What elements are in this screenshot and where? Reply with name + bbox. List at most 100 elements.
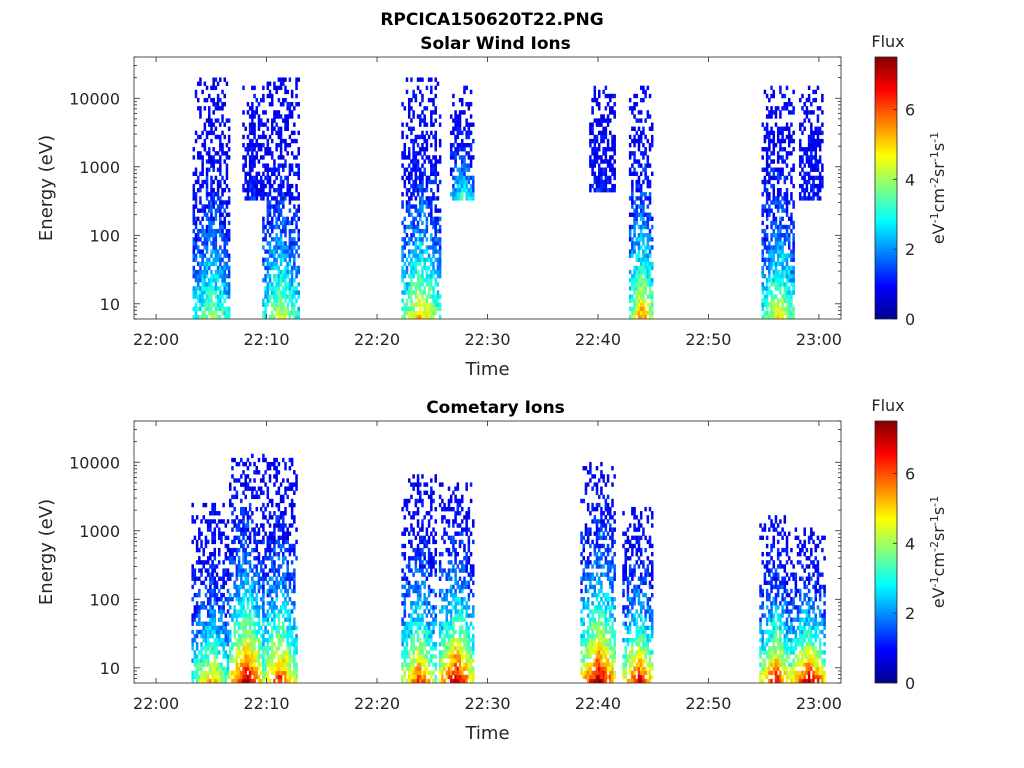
spectrogram-cell <box>286 642 289 647</box>
spectrogram-cell <box>279 564 283 569</box>
spectrogram-cell <box>631 286 634 291</box>
spectrogram-cell <box>273 273 276 279</box>
spectrogram-cell <box>279 192 283 197</box>
spectrogram-cell <box>637 269 641 275</box>
spectrogram-cell <box>765 171 769 177</box>
spectrogram-cell <box>194 273 198 279</box>
spectrogram-cell <box>635 310 639 316</box>
spectrogram-cell <box>216 298 220 303</box>
spectrogram-cell <box>631 179 634 185</box>
spectrogram-cell <box>262 674 265 680</box>
spectrogram-cell <box>600 175 603 181</box>
spectrogram-cell <box>235 621 239 626</box>
spectrogram-cell <box>432 241 435 246</box>
spectrogram-cell <box>792 89 795 95</box>
spectrogram-cell <box>253 588 256 594</box>
spectrogram-cell <box>288 482 292 487</box>
spectrogram-cell <box>251 85 254 91</box>
spectrogram-cell <box>458 179 462 185</box>
spectrogram-cell <box>286 188 289 193</box>
spectrogram-cell <box>284 539 287 545</box>
spectrogram-cell <box>262 597 265 602</box>
spectrogram-cell <box>286 588 289 594</box>
spectrogram-cell <box>211 617 214 622</box>
spectrogram-cell <box>286 269 289 275</box>
spectrogram-cell <box>642 179 645 185</box>
spectrogram-cell <box>196 245 200 250</box>
spectrogram-cell <box>295 220 298 226</box>
spectrogram-cell <box>633 212 636 217</box>
spectrogram-cell <box>235 523 239 528</box>
spectrogram-cell <box>781 282 784 287</box>
spectrogram-cell <box>613 102 616 107</box>
spectrogram-cell <box>201 163 204 168</box>
spectrogram-cell <box>248 588 252 594</box>
spectrogram-cell <box>787 110 791 115</box>
spectrogram-cell <box>209 576 212 581</box>
spectrogram-cell <box>410 233 413 238</box>
spectrogram-cell <box>430 294 433 299</box>
spectrogram-cell <box>611 167 614 172</box>
spectrogram-cell <box>785 233 789 238</box>
spectrogram-cell <box>407 650 411 655</box>
spectrogram-cell <box>405 637 409 643</box>
spectrogram-cell <box>290 237 294 242</box>
spectrogram-cell <box>414 204 418 209</box>
spectrogram-cell <box>195 621 199 626</box>
spectrogram-cell <box>211 666 214 672</box>
spectrogram-cell <box>613 151 616 156</box>
spectrogram-cell <box>812 179 815 185</box>
spectrogram-cell <box>414 310 418 316</box>
spectrogram-cell <box>209 621 212 626</box>
spectrogram-cell <box>600 179 603 185</box>
spectrogram-cell <box>279 126 283 131</box>
spectrogram-cell <box>282 629 285 635</box>
spectrogram-cell <box>761 122 764 127</box>
spectrogram-cell <box>792 237 795 242</box>
spectrogram-cell <box>467 142 471 148</box>
spectrogram-cell <box>438 228 442 234</box>
spectrogram-cell <box>774 122 778 127</box>
spectrogram-cell <box>219 261 222 267</box>
spectrogram-cell <box>602 134 605 140</box>
spectrogram-cell <box>458 192 462 197</box>
spectrogram-cell <box>787 286 791 291</box>
spectrogram-cell <box>209 597 212 602</box>
spectrogram-cell <box>642 204 645 209</box>
spectrogram-cell <box>403 286 407 291</box>
spectrogram-cell <box>264 650 267 655</box>
spectrogram-cell <box>414 286 418 291</box>
spectrogram-cell <box>216 208 220 213</box>
spectrogram-cell <box>454 147 457 152</box>
spectrogram-cell <box>201 273 204 279</box>
spectrogram-cell <box>282 249 285 254</box>
spectrogram-cell <box>407 241 411 246</box>
spectrogram-cell <box>191 613 194 618</box>
spectrogram-cell <box>255 179 259 185</box>
spectrogram-cell <box>423 642 426 647</box>
spectrogram-cell <box>807 163 811 168</box>
spectrogram-cell <box>816 188 820 193</box>
spectrogram-cell <box>639 212 643 217</box>
spectrogram-cell <box>223 290 226 295</box>
spectrogram-cell <box>432 192 435 197</box>
spectrogram-cell <box>414 294 418 299</box>
spectrogram-cell <box>199 273 202 279</box>
spectrogram-cell <box>216 253 220 258</box>
spectrogram-cell <box>194 253 198 258</box>
spectrogram-cell <box>255 466 259 471</box>
spectrogram-cell <box>633 310 636 316</box>
spectrogram-cell <box>286 102 289 107</box>
spectrogram-cell <box>216 179 220 185</box>
spectrogram-cell <box>401 278 404 283</box>
spectrogram-cell <box>223 241 226 246</box>
spectrogram-cell <box>205 245 209 250</box>
spectrogram-cell <box>233 625 236 631</box>
spectrogram-cell <box>266 617 270 622</box>
spectrogram-cell <box>463 159 466 164</box>
spectrogram-cell <box>275 142 278 148</box>
spectrogram-cell <box>293 678 296 683</box>
spectrogram-cell <box>768 204 771 209</box>
spectrogram-cell <box>273 650 276 655</box>
spectrogram-cell <box>282 273 285 279</box>
